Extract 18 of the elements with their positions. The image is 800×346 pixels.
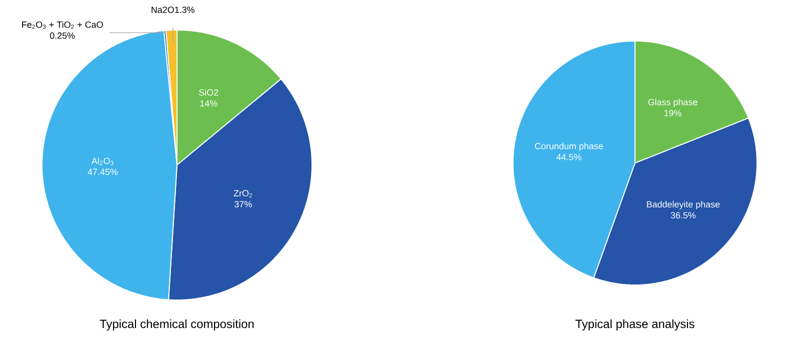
text: Typical chemical composition — [100, 319, 254, 330]
data-label: 47.45% — [88, 168, 118, 176]
data-label: 44.5% — [556, 154, 582, 160]
slice-label: Al$_{2}$O$_{3}$ — [91, 158, 114, 166]
slice-label: Glass phase — [648, 98, 698, 108]
data-label: 1.3% — [175, 6, 194, 13]
slice-label: ZrO$_{2}$ — [234, 190, 252, 198]
slice-label: Fe$_{2}$O$_{3}$ + TiO$_{2}$ + CaO — [22, 21, 103, 29]
slice-label: SiO2 — [199, 89, 218, 96]
text: Typical phase analysis — [575, 319, 694, 330]
data-label: 19% — [664, 110, 682, 116]
data-label: 36.5% — [670, 212, 696, 218]
slice-label: Baddeleyite phase — [647, 200, 720, 210]
slice-label: Na2O — [152, 6, 174, 13]
data-label: 0.25% — [50, 32, 75, 39]
slice-label: Corundum phase — [534, 142, 603, 152]
data-label: 14% — [200, 100, 218, 107]
data-label: 37% — [234, 201, 252, 208]
